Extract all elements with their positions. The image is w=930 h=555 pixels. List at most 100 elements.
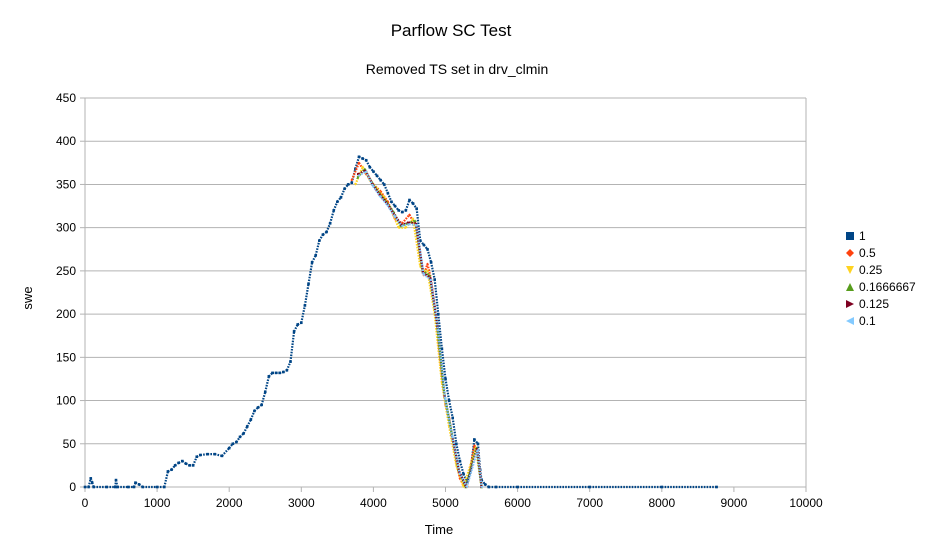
series-segment bbox=[411, 218, 422, 267]
series-segment bbox=[372, 185, 382, 198]
data-point bbox=[206, 452, 209, 456]
chart-title: Parflow SC Test bbox=[391, 21, 512, 40]
data-point bbox=[407, 222, 411, 226]
legend-marker-0.1666667 bbox=[846, 283, 854, 291]
series-segment bbox=[249, 410, 256, 420]
data-point bbox=[475, 447, 479, 451]
chart-subtitle: Removed TS set in drv_clmin bbox=[366, 61, 549, 77]
data-point bbox=[462, 485, 465, 489]
data-point bbox=[303, 304, 307, 307]
data-point bbox=[364, 169, 367, 172]
data-point bbox=[113, 485, 117, 489]
data-point bbox=[260, 403, 263, 407]
series-segment bbox=[435, 322, 446, 393]
data-point bbox=[426, 262, 429, 266]
series-segment bbox=[444, 398, 454, 438]
data-point bbox=[476, 442, 480, 446]
data-point bbox=[660, 485, 664, 489]
data-point bbox=[375, 174, 379, 178]
data-point bbox=[87, 485, 90, 489]
series-0.25 bbox=[354, 165, 483, 489]
data-point bbox=[400, 224, 404, 228]
data-point bbox=[242, 432, 245, 435]
series-segment bbox=[444, 378, 451, 401]
data-point bbox=[285, 369, 289, 372]
data-point bbox=[92, 485, 95, 489]
data-point bbox=[363, 167, 367, 171]
axes bbox=[84, 98, 807, 492]
data-point bbox=[238, 435, 242, 439]
data-point bbox=[371, 184, 375, 188]
data-point bbox=[220, 454, 224, 458]
data-point bbox=[357, 174, 360, 178]
data-point bbox=[429, 260, 433, 264]
data-point bbox=[404, 209, 408, 212]
x-axis-label: Time bbox=[425, 522, 453, 537]
series-segment bbox=[332, 201, 339, 211]
data-point bbox=[418, 239, 422, 242]
series-segment bbox=[476, 443, 482, 470]
data-point bbox=[357, 161, 361, 165]
data-point bbox=[310, 260, 314, 264]
data-point bbox=[422, 243, 426, 247]
data-point bbox=[483, 483, 487, 486]
x-tick-label: 6000 bbox=[504, 496, 531, 510]
data-point bbox=[443, 397, 447, 401]
series-segment bbox=[433, 279, 440, 315]
data-point bbox=[458, 459, 462, 463]
data-point bbox=[318, 239, 321, 242]
data-point bbox=[90, 481, 94, 484]
data-point bbox=[390, 200, 393, 204]
data-point bbox=[314, 254, 318, 257]
data-point bbox=[332, 209, 336, 212]
data-point bbox=[378, 195, 382, 198]
data-point bbox=[191, 464, 195, 467]
data-point bbox=[473, 438, 476, 441]
data-point bbox=[231, 442, 235, 446]
series-segment bbox=[458, 460, 465, 475]
series-segment bbox=[451, 417, 458, 444]
data-point bbox=[105, 485, 108, 489]
data-point bbox=[455, 442, 458, 446]
data-point bbox=[426, 269, 429, 273]
data-point bbox=[465, 485, 469, 489]
data-point bbox=[281, 370, 285, 374]
data-point bbox=[155, 485, 159, 489]
data-point bbox=[356, 172, 360, 176]
data-point bbox=[433, 278, 436, 281]
series-segment bbox=[350, 162, 360, 181]
data-point bbox=[114, 478, 118, 482]
x-tick-label: 1000 bbox=[144, 496, 171, 510]
data-point bbox=[134, 481, 137, 484]
data-point bbox=[177, 461, 181, 465]
legend-label: 0.1 bbox=[859, 314, 876, 328]
y-axis-label: swe bbox=[20, 286, 35, 309]
data-point bbox=[141, 485, 144, 489]
data-point bbox=[411, 217, 415, 221]
data-point bbox=[386, 200, 390, 204]
series-segment bbox=[448, 426, 458, 466]
data-point bbox=[444, 377, 447, 381]
series-segment bbox=[433, 313, 443, 384]
series-segment bbox=[303, 283, 310, 306]
data-point bbox=[292, 330, 296, 333]
data-point bbox=[386, 191, 390, 195]
data-point bbox=[414, 223, 418, 227]
x-tick-label: 10000 bbox=[789, 496, 823, 510]
data-point bbox=[296, 323, 299, 326]
x-tick-label: 7000 bbox=[576, 496, 603, 510]
series-segment bbox=[386, 204, 396, 218]
data-point bbox=[170, 468, 173, 472]
data-point bbox=[346, 183, 350, 186]
series-segment bbox=[314, 240, 321, 256]
data-point bbox=[516, 485, 519, 489]
data-point bbox=[271, 371, 274, 375]
series-segment bbox=[307, 262, 314, 285]
data-point bbox=[451, 416, 455, 420]
series-segment bbox=[192, 456, 198, 466]
data-point bbox=[487, 485, 491, 489]
data-point bbox=[361, 165, 364, 169]
data-point bbox=[379, 190, 382, 193]
data-point bbox=[235, 440, 238, 444]
data-point bbox=[368, 165, 372, 169]
